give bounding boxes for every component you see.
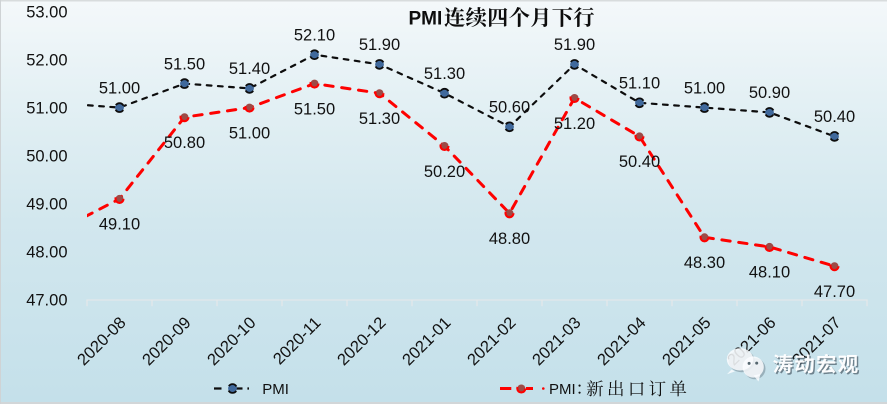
svg-text:49.10: 49.10 [99, 216, 140, 234]
svg-text:53.00: 53.00 [26, 3, 67, 21]
svg-text:51.30: 51.30 [359, 110, 400, 128]
svg-text:2021-02: 2021-02 [464, 314, 520, 370]
svg-text:51.00: 51.00 [26, 99, 67, 117]
svg-text:2020-11: 2020-11 [270, 314, 325, 369]
svg-text:PMI: PMI [409, 8, 443, 29]
svg-text:52.10: 52.10 [294, 27, 335, 45]
svg-text:2020-09: 2020-09 [139, 314, 195, 370]
svg-text:51.20: 51.20 [554, 115, 595, 133]
svg-text:47.00: 47.00 [26, 292, 67, 310]
svg-text:48.30: 48.30 [684, 254, 725, 272]
svg-text:48.10: 48.10 [749, 264, 790, 282]
svg-text:49.00: 49.00 [26, 196, 67, 214]
svg-text:50.40: 50.40 [814, 108, 855, 126]
svg-text:51.50: 51.50 [294, 100, 335, 118]
svg-text:47.70: 47.70 [814, 283, 855, 301]
svg-text:50.20: 50.20 [424, 163, 465, 181]
svg-text:52.00: 52.00 [26, 51, 67, 69]
svg-text:PMI: PMI [549, 381, 576, 398]
svg-text:51.30: 51.30 [424, 65, 465, 83]
svg-text:2020-10: 2020-10 [204, 314, 260, 370]
svg-text:48.80: 48.80 [489, 230, 530, 248]
svg-text:50.90: 50.90 [749, 84, 790, 102]
svg-text:2020-08: 2020-08 [74, 314, 130, 370]
svg-text:51.00: 51.00 [229, 124, 270, 142]
svg-text:51.50: 51.50 [164, 55, 205, 73]
svg-text:2021-05: 2021-05 [659, 314, 715, 370]
svg-text:2021-03: 2021-03 [529, 314, 585, 370]
svg-text:2021-04: 2021-04 [594, 314, 650, 370]
svg-text:51.90: 51.90 [359, 36, 400, 54]
svg-text:51.10: 51.10 [619, 75, 660, 93]
svg-text:PMI: PMI [262, 381, 289, 398]
svg-text:48.00: 48.00 [26, 244, 67, 262]
svg-text:50.60: 50.60 [489, 99, 530, 117]
svg-text:51.00: 51.00 [684, 79, 725, 97]
svg-text:50.40: 50.40 [619, 153, 660, 171]
svg-text:51.40: 51.40 [229, 60, 270, 78]
svg-text:2020-12: 2020-12 [334, 314, 390, 370]
svg-text:50.80: 50.80 [164, 134, 205, 152]
svg-text:2021-01: 2021-01 [399, 314, 455, 370]
svg-text:50.00: 50.00 [26, 148, 67, 166]
svg-text:51.00: 51.00 [99, 79, 140, 97]
svg-text:51.90: 51.90 [554, 36, 595, 54]
